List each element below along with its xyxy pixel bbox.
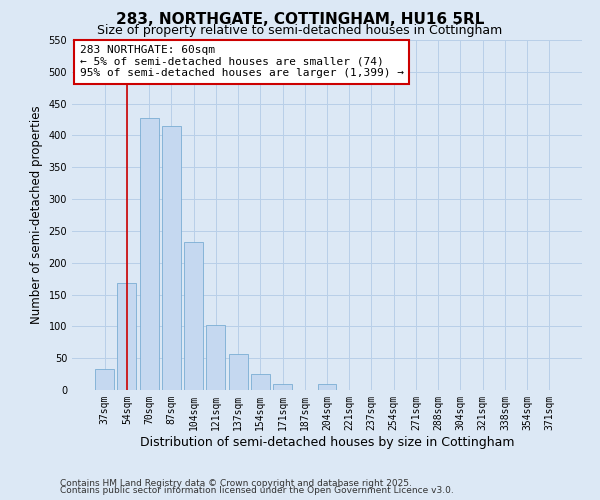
Bar [206,325,225,390]
Text: Size of property relative to semi-detached houses in Cottingham: Size of property relative to semi-detach… [97,24,503,37]
Bar [229,354,248,390]
Bar [95,369,114,390]
Bar [140,118,158,390]
X-axis label: Distribution of semi-detached houses by size in Cottingham: Distribution of semi-detached houses by … [140,436,514,448]
Bar [184,242,203,390]
Bar [162,126,181,390]
Y-axis label: Number of semi-detached properties: Number of semi-detached properties [30,106,43,324]
Text: 283, NORTHGATE, COTTINGHAM, HU16 5RL: 283, NORTHGATE, COTTINGHAM, HU16 5RL [116,12,484,28]
Bar [317,384,337,390]
Text: Contains HM Land Registry data © Crown copyright and database right 2025.: Contains HM Land Registry data © Crown c… [60,478,412,488]
Bar [251,374,270,390]
Bar [118,283,136,390]
Text: Contains public sector information licensed under the Open Government Licence v3: Contains public sector information licen… [60,486,454,495]
Text: 283 NORTHGATE: 60sqm
← 5% of semi-detached houses are smaller (74)
95% of semi-d: 283 NORTHGATE: 60sqm ← 5% of semi-detach… [80,46,404,78]
Bar [273,384,292,390]
